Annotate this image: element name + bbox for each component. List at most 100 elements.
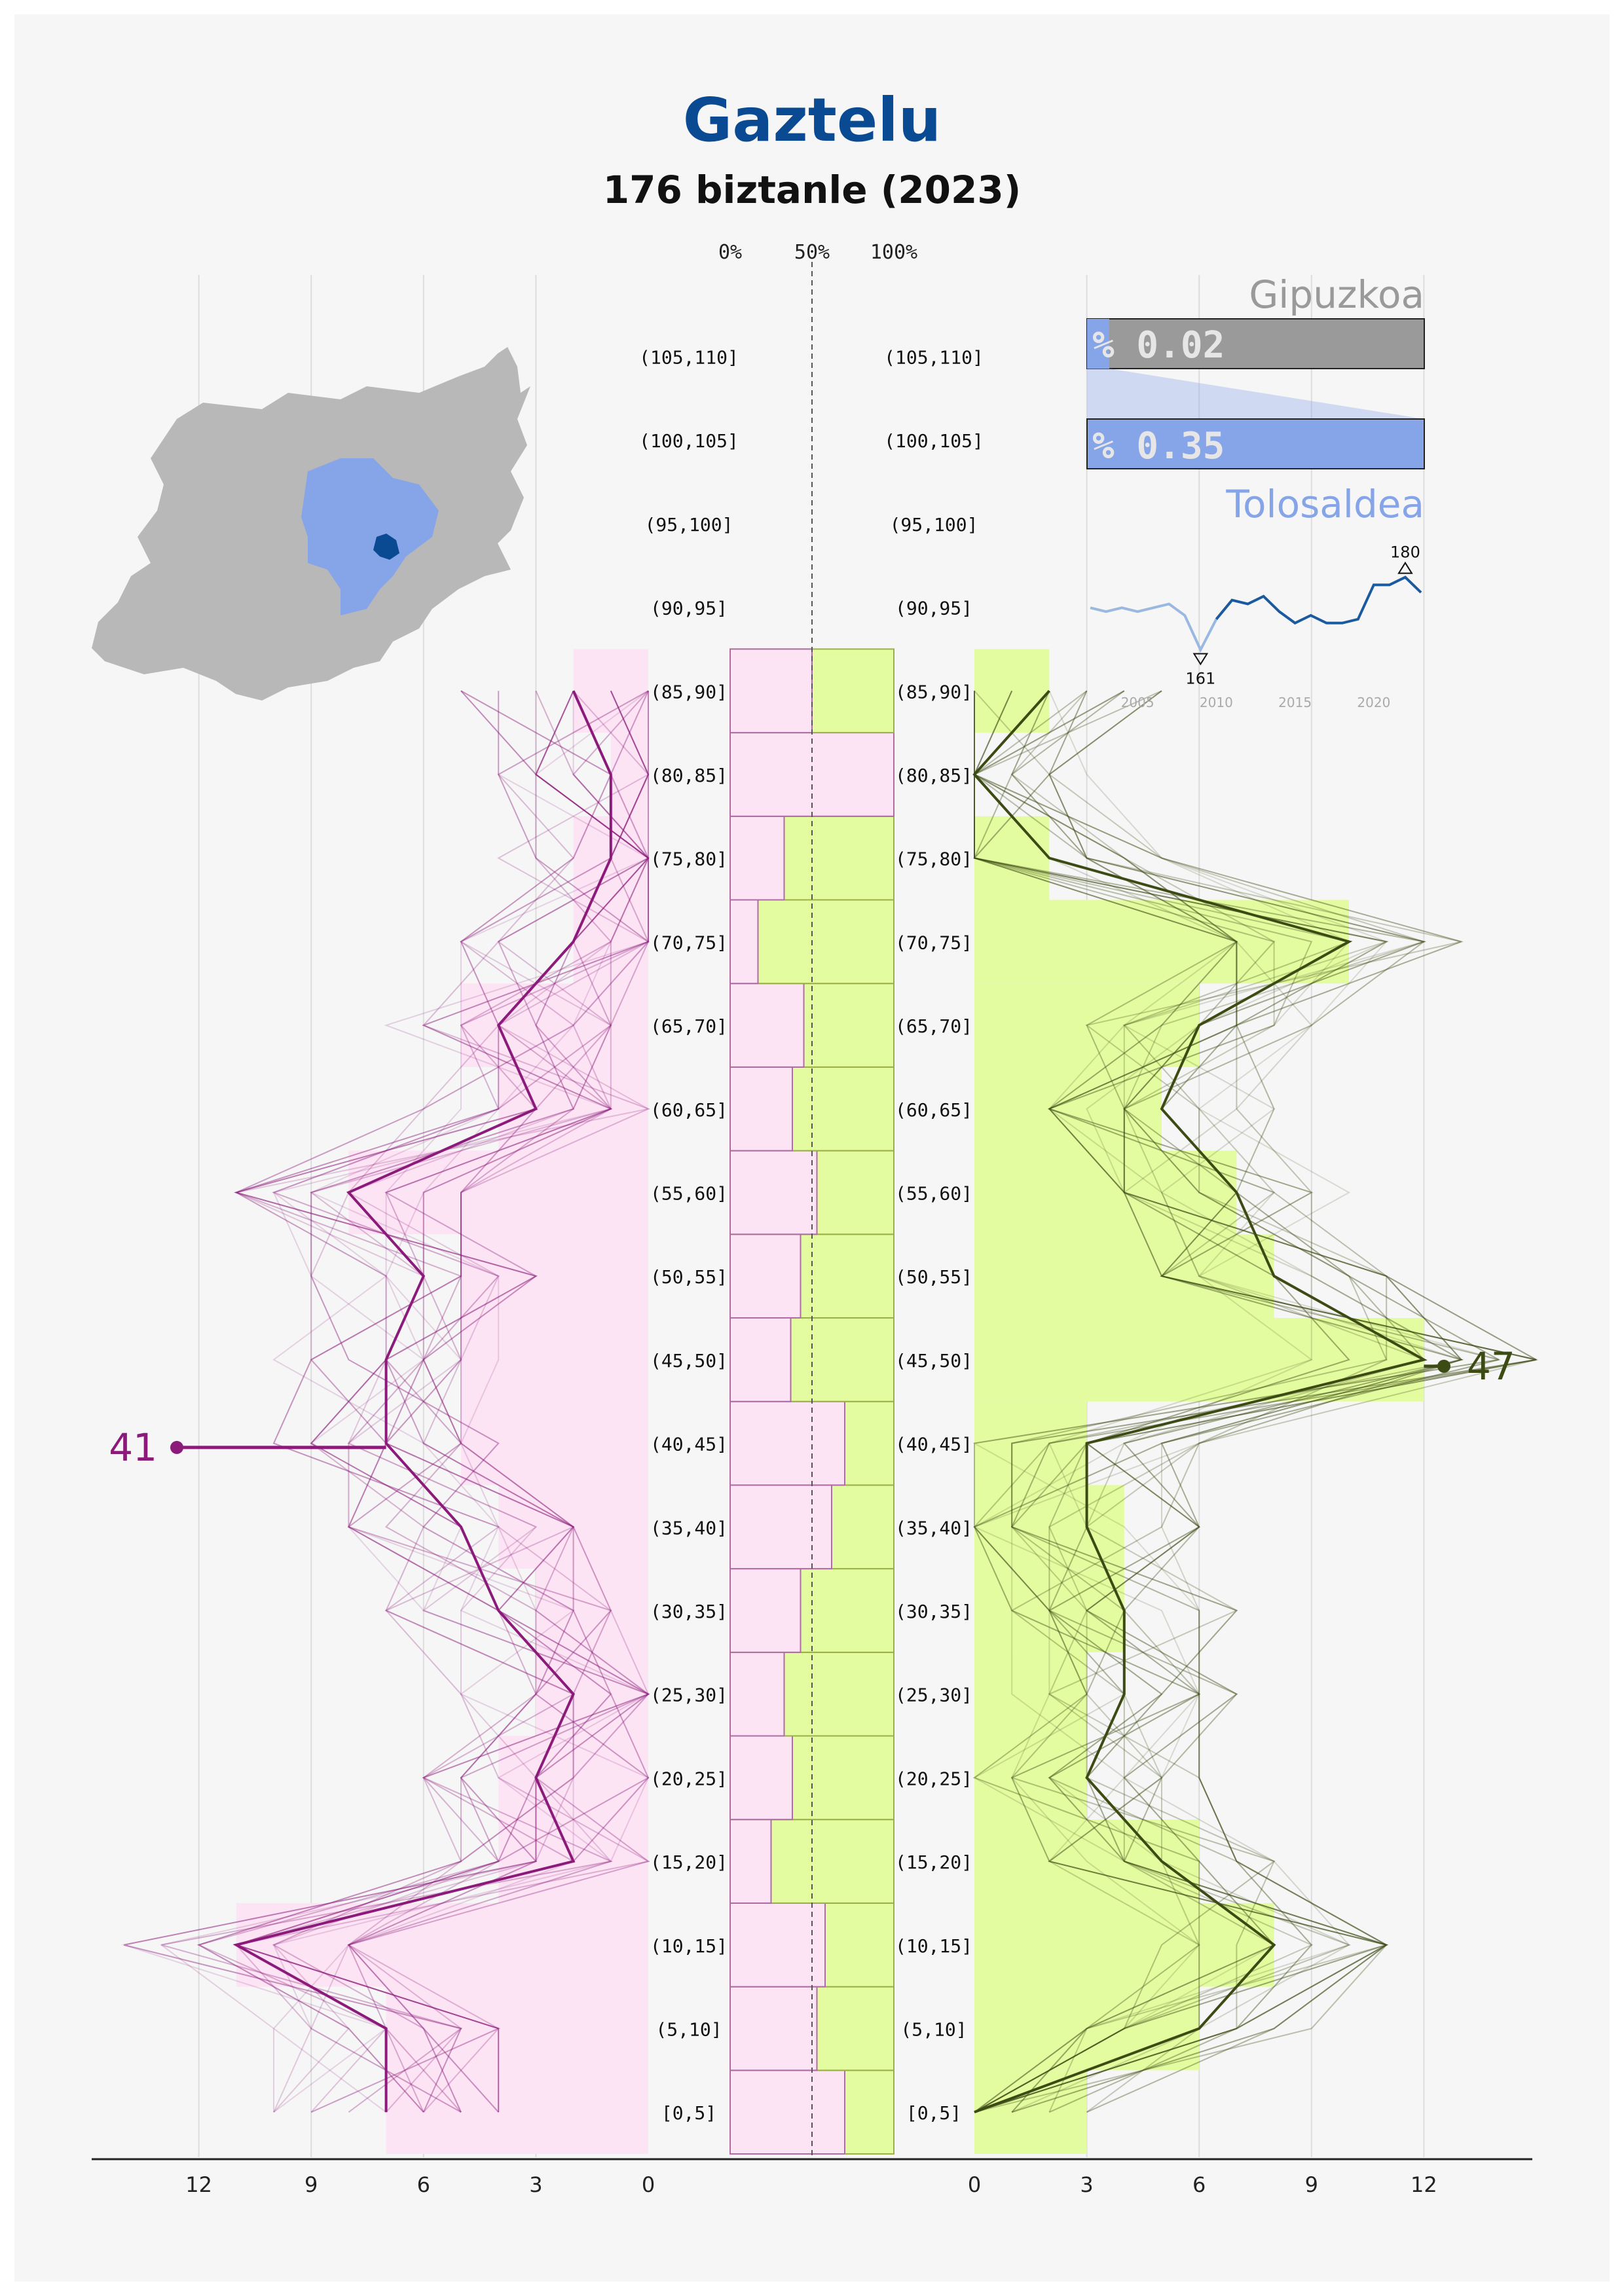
age-label-right: (45,50]	[895, 1350, 972, 1372]
male-bar	[974, 1234, 1274, 1318]
female-bar	[461, 1318, 648, 1402]
female-bar	[461, 983, 648, 1067]
age-label-right: (30,35]	[895, 1601, 972, 1622]
female-total: 41	[109, 1425, 157, 1470]
age-label-right: (20,25]	[895, 1768, 972, 1789]
history-line	[974, 690, 1537, 2113]
male-history-lines	[972, 689, 1538, 2114]
history-line	[974, 690, 1538, 2113]
share-bar-female	[729, 1986, 818, 2071]
history-line	[272, 690, 650, 2113]
age-label-left: (75,80]	[650, 848, 728, 870]
trend-line	[1215, 575, 1422, 625]
left-tick: 6	[417, 2172, 430, 2197]
history-line	[1048, 690, 1537, 2113]
female-bar	[610, 733, 648, 816]
age-label-left: (70,75]	[650, 932, 728, 953]
female-bar	[461, 1401, 648, 1485]
trend-year-tick: 2010	[1200, 695, 1233, 710]
share-tick: 100%	[870, 241, 917, 264]
age-label-right: (105,110]	[884, 346, 984, 368]
age-label-right: (95,100]	[890, 514, 978, 536]
page-title: Gaztelu	[682, 85, 942, 155]
share-bar-female	[729, 1651, 785, 1737]
female-history-lines	[121, 690, 650, 2113]
history-line	[273, 690, 650, 2113]
male-bar	[974, 649, 1050, 733]
trend-year-tick: 2020	[1357, 695, 1390, 710]
age-label-left: (20,25]	[650, 1768, 728, 1789]
age-label-left: (35,40]	[650, 1517, 728, 1539]
history-line	[196, 690, 612, 2113]
trend-year-tick: 2015	[1278, 695, 1312, 710]
female-bar	[461, 1234, 648, 1318]
history-line	[347, 690, 650, 2113]
history-line	[272, 690, 650, 2113]
age-label-right: (55,60]	[895, 1182, 972, 1204]
history-line	[973, 690, 1464, 2113]
age-label-left: (5,10]	[655, 2018, 722, 2040]
history-line	[272, 690, 650, 2113]
age-label-left: (105,110]	[639, 346, 739, 368]
history-line	[161, 690, 650, 2113]
male-total: 47	[1467, 1344, 1515, 1389]
share-tick: 0%	[718, 241, 742, 264]
share-bar-female	[729, 1735, 793, 1821]
share-bar-female	[729, 732, 895, 817]
share-bars: 0% 50% 100%	[718, 241, 917, 2157]
share-bar-female	[729, 1568, 802, 1653]
history-line	[974, 691, 1426, 2113]
share-bar-female	[729, 983, 805, 1068]
male-bar	[974, 1066, 1162, 1151]
left-tick: 3	[529, 2172, 542, 2197]
share-connector	[1087, 369, 1424, 419]
age-label-left: (80,85]	[650, 765, 728, 786]
age-label-left: (100,105]	[639, 430, 739, 452]
age-labels: [0,5] [0,5] (5,10] (5,10] (10,15] (10,15] (15,…	[639, 346, 984, 2124]
history-line	[973, 690, 1312, 2113]
history-line	[973, 690, 1537, 2113]
axes: 12 9 6 3 0 0 3 6 9 12	[92, 2158, 1532, 2197]
population-trend: 161 180 2005 2010 2015 2020	[1090, 543, 1422, 710]
history-line	[972, 690, 1464, 2113]
share-bar-female	[729, 1066, 793, 1152]
trend-min-label: 161	[1185, 670, 1215, 688]
share-bar-female	[729, 2069, 845, 2155]
age-label-left: (45,50]	[650, 1350, 728, 1372]
share-bar-female	[729, 1150, 818, 1235]
age-label-left: [0,5]	[661, 2102, 716, 2124]
male-bar	[974, 1150, 1237, 1235]
trend-max-label: 180	[1390, 543, 1420, 562]
province-share	[1087, 319, 1109, 369]
right-tick: 9	[1305, 2172, 1318, 2197]
age-label-right: (10,15]	[895, 1935, 972, 1957]
age-label-right: (40,45]	[895, 1434, 972, 1455]
current-line	[232, 690, 612, 2113]
municipality-shape	[373, 534, 399, 560]
history-line	[160, 691, 650, 2113]
share-bar-female	[729, 1317, 792, 1402]
male-bar	[974, 983, 1200, 1067]
female-bar	[386, 2070, 648, 2154]
age-label-left: (50,55]	[650, 1266, 728, 1288]
trend-max-marker	[1397, 561, 1413, 574]
history-line	[234, 691, 650, 2113]
female-total-dot	[170, 1440, 183, 1454]
share-bar-female	[729, 1902, 826, 1988]
history-line	[234, 690, 612, 2113]
history-line	[234, 691, 650, 2113]
age-label-left: (65,70]	[650, 1015, 728, 1037]
comarca-bar	[1086, 418, 1425, 469]
male-bars	[974, 649, 1424, 2154]
right-tick: 3	[1080, 2172, 1093, 2197]
history-line	[234, 690, 650, 2113]
province-name: Gipuzkoa	[1249, 272, 1424, 317]
page-subtitle: 176 biztanle (2023)	[602, 168, 1022, 212]
age-label-right: (15,20]	[895, 1851, 972, 1873]
share-bar-female	[729, 1400, 845, 1486]
age-label-left: (55,60]	[650, 1182, 728, 1204]
age-label-left: (25,30]	[650, 1685, 728, 1706]
male-bar	[974, 1401, 1087, 1485]
